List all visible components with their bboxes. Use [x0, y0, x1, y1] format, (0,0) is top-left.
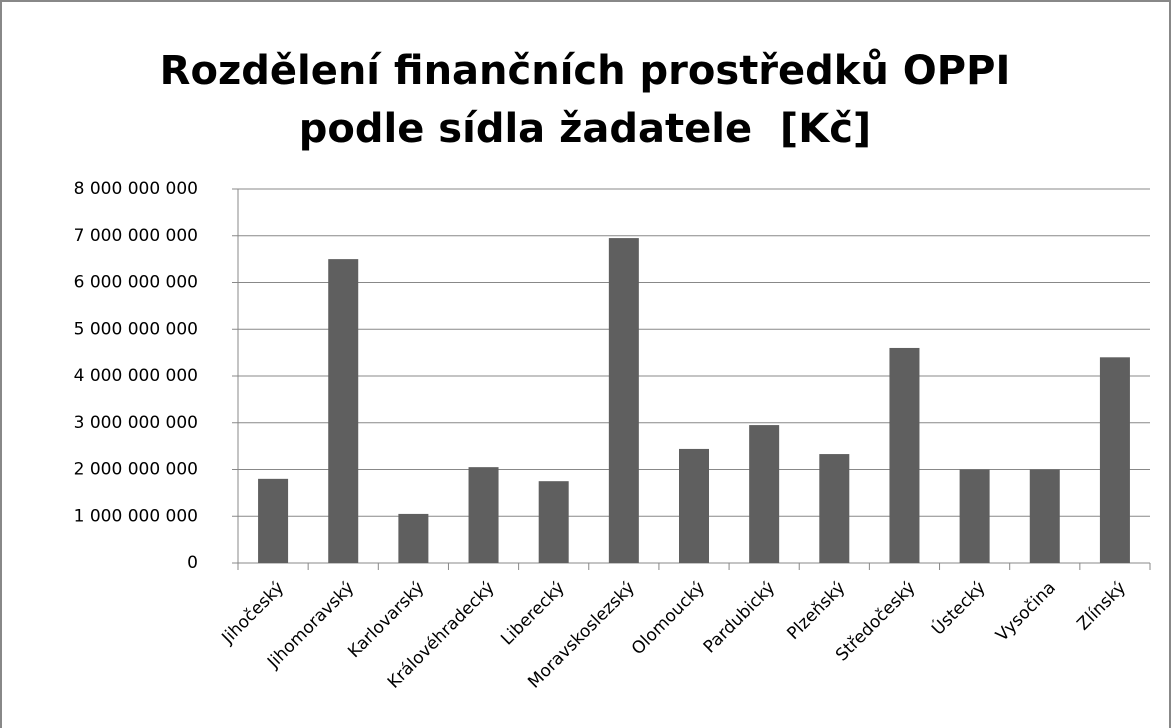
bar	[608, 238, 639, 563]
bar	[468, 467, 499, 563]
bar	[1029, 469, 1060, 563]
chart-title: Rozdělení finančních prostředků OPPI pod…	[159, 48, 1025, 152]
bar	[889, 347, 920, 563]
y-tick-label: 3 000 000 000	[74, 413, 198, 433]
y-tick-label: 1 000 000 000	[74, 506, 198, 526]
bar	[819, 454, 850, 563]
bar	[258, 478, 289, 563]
y-tick-label: 2 000 000 000	[74, 460, 198, 480]
bar	[679, 448, 709, 563]
bar	[749, 425, 780, 563]
y-tick-label: 6 000 000 000	[74, 273, 198, 293]
bar	[398, 513, 429, 563]
bar	[1099, 357, 1130, 563]
y-tick-label: 0	[187, 553, 198, 573]
bar	[959, 469, 990, 563]
y-tick-label: 8 000 000 000	[74, 179, 198, 199]
bar	[328, 259, 359, 563]
y-tick-label: 5 000 000 000	[74, 319, 198, 339]
y-tick-label: 7 000 000 000	[74, 226, 198, 246]
y-tick-label: 4 000 000 000	[74, 366, 198, 386]
bar	[538, 481, 569, 563]
